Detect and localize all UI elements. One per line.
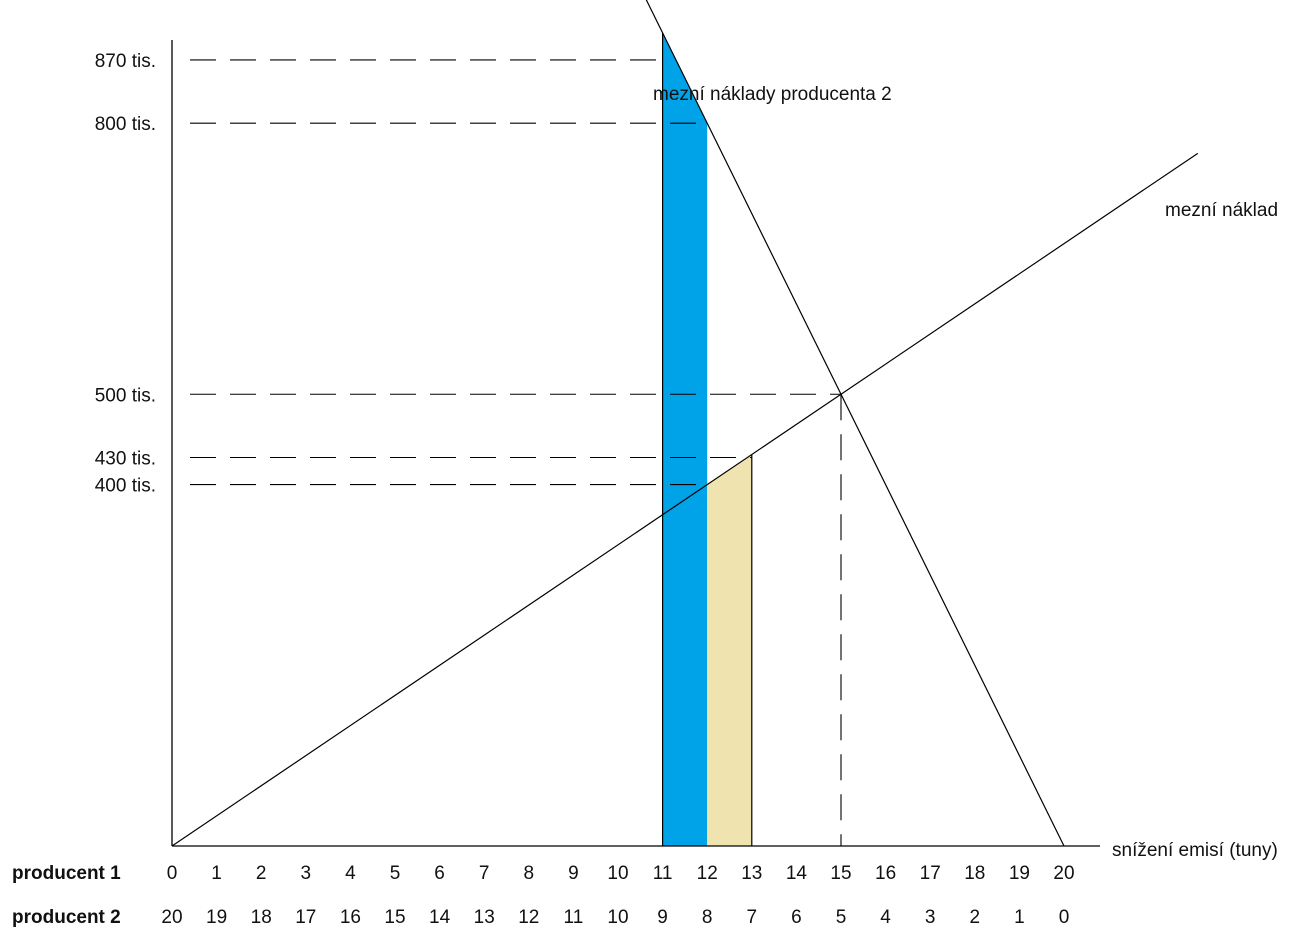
x-tick-producent1: 20 <box>1053 863 1074 884</box>
x-tick-producent2: 5 <box>836 907 847 928</box>
x-tick-producent1: 4 <box>345 863 356 884</box>
y-level-label-400: 400 tis. <box>95 476 156 497</box>
x-tick-producent2: 2 <box>970 907 981 928</box>
x-tick-producent1: 18 <box>964 863 985 884</box>
x-tick-producent1: 15 <box>830 863 851 884</box>
x-tick-producent1: 9 <box>568 863 579 884</box>
curve-producent2 <box>645 0 1065 847</box>
x-tick-producent1: 19 <box>1009 863 1030 884</box>
x-tick-producent2: 20 <box>161 907 182 928</box>
x-ticks-producent2: 20 19 18 17 16 15 14 13 12 11 10 9 8 7 6 5 4 3 2 1 0 <box>161 907 1069 928</box>
y-level-labels: 870 tis. 800 tis. 500 tis. 430 tis. 400 tis. <box>95 51 156 497</box>
x-tick-producent2: 16 <box>340 907 361 928</box>
x-tick-producent2: 18 <box>251 907 272 928</box>
x-tick-producent1: 12 <box>697 863 718 884</box>
x-tick-producent1: 0 <box>167 863 178 884</box>
shaded-areas <box>661 32 753 847</box>
x-axis-label: snížení emisí (tuny) <box>1112 840 1278 861</box>
x-tick-producent2: 7 <box>747 907 758 928</box>
y-level-label-500: 500 tis. <box>95 385 156 406</box>
x-tick-producent1: 3 <box>301 863 312 884</box>
x-tick-producent2: 6 <box>791 907 802 928</box>
shaded-area-producent1 <box>707 454 752 846</box>
row-label-producent1: producent 1 <box>12 863 121 884</box>
guide-lines <box>190 59 842 846</box>
x-tick-producent1: 10 <box>607 863 628 884</box>
curve-label-producent1: mezní náklad <box>1165 200 1278 221</box>
x-tick-producent2: 12 <box>518 907 539 928</box>
x-tick-producent1: 8 <box>524 863 535 884</box>
x-tick-producent2: 10 <box>607 907 628 928</box>
x-tick-producent2: 11 <box>564 907 584 928</box>
y-level-label-800: 800 tis. <box>95 114 156 135</box>
x-tick-producent2: 14 <box>429 907 451 928</box>
x-tick-producent2: 4 <box>880 907 891 928</box>
axes <box>171 40 1100 847</box>
x-tick-producent2: 17 <box>295 907 316 928</box>
x-tick-producent2: 1 <box>1014 907 1025 928</box>
curve-producent1 <box>171 152 1199 847</box>
x-tick-producent2: 8 <box>702 907 713 928</box>
x-tick-producent1: 11 <box>653 863 673 884</box>
x-tick-producent2: 3 <box>925 907 936 928</box>
y-level-label-430: 430 tis. <box>95 448 156 469</box>
x-tick-producent1: 14 <box>786 863 808 884</box>
x-tick-producent1: 2 <box>256 863 267 884</box>
row-label-producent2: producent 2 <box>12 907 121 928</box>
x-tick-producent1: 1 <box>211 863 222 884</box>
shaded-area-producent2 <box>662 32 708 847</box>
x-tick-producent1: 5 <box>390 863 401 884</box>
x-tick-producent1: 16 <box>875 863 896 884</box>
x-tick-producent2: 9 <box>657 907 668 928</box>
curve-label-producent2: mezní náklady producenta 2 <box>653 84 892 105</box>
x-tick-producent1: 17 <box>920 863 941 884</box>
x-tick-producent1: 6 <box>434 863 445 884</box>
x-tick-producent1: 7 <box>479 863 490 884</box>
cost-curves <box>171 0 1199 847</box>
y-level-label-870: 870 tis. <box>95 51 156 72</box>
x-tick-producent1: 13 <box>741 863 762 884</box>
x-tick-producent2: 13 <box>474 907 495 928</box>
x-tick-producent2: 0 <box>1059 907 1070 928</box>
x-tick-producent2: 15 <box>384 907 405 928</box>
x-ticks-producent1: 0 1 2 3 4 5 6 7 8 9 10 11 12 13 14 15 16 17 18 19 20 <box>167 863 1075 884</box>
x-tick-producent2: 19 <box>206 907 227 928</box>
